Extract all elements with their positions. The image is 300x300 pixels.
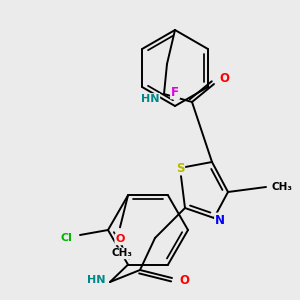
Text: CH₃: CH₃ (112, 248, 133, 258)
Text: CH₃: CH₃ (272, 182, 292, 192)
Text: S: S (176, 161, 184, 175)
Text: N: N (215, 214, 225, 226)
Text: HN: HN (87, 275, 105, 285)
Text: O: O (219, 71, 229, 85)
Text: HN: HN (141, 94, 159, 104)
Text: O: O (115, 234, 125, 244)
Text: Cl: Cl (60, 233, 72, 243)
Text: O: O (179, 274, 189, 286)
Text: F: F (171, 85, 179, 98)
